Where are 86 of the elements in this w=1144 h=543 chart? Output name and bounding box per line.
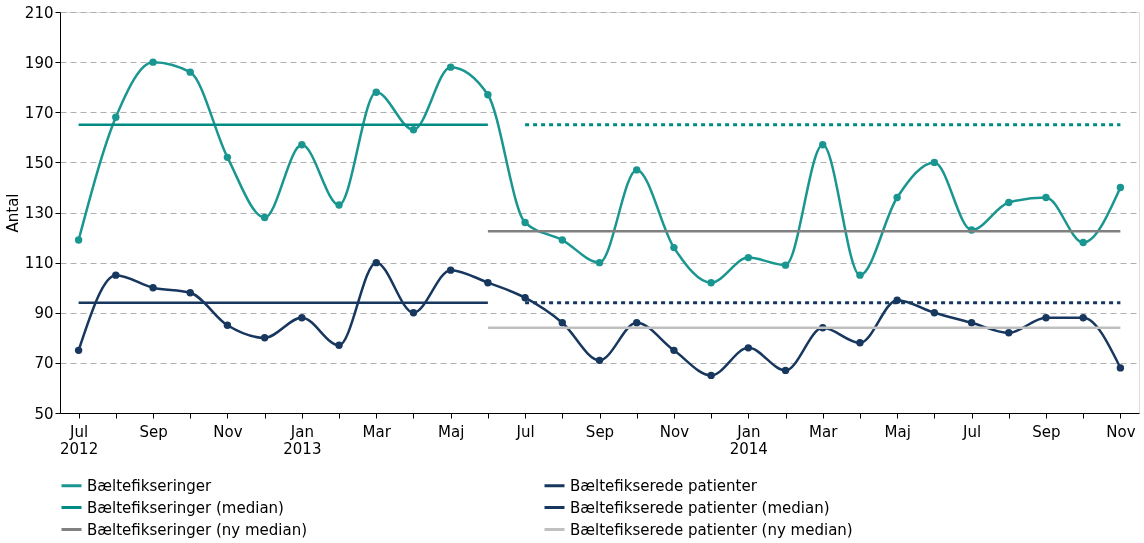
x-tick-label: Jul bbox=[515, 422, 535, 441]
point bbox=[558, 319, 566, 327]
point bbox=[446, 266, 455, 274]
point bbox=[1042, 314, 1050, 322]
legend-label: Bæltefikseringer (ny median) bbox=[87, 520, 308, 539]
point bbox=[744, 253, 753, 262]
point bbox=[260, 213, 269, 222]
x-tick-label: Maj bbox=[884, 422, 911, 441]
y-tick-label: 90 bbox=[34, 304, 54, 323]
point bbox=[74, 236, 83, 244]
legend-label: Bæltefikserede patienter (ny median) bbox=[570, 520, 853, 539]
point bbox=[409, 126, 418, 134]
x-tick-label: Nov bbox=[659, 422, 690, 441]
point bbox=[223, 321, 232, 329]
point bbox=[1005, 198, 1013, 207]
point bbox=[707, 371, 715, 380]
point bbox=[335, 201, 343, 209]
point bbox=[112, 271, 120, 279]
point bbox=[856, 271, 864, 279]
x-tick-label: Jan 2013 bbox=[283, 422, 322, 458]
point bbox=[446, 63, 455, 71]
point bbox=[521, 218, 529, 227]
point bbox=[893, 193, 901, 202]
x-tick-label: Mar bbox=[362, 422, 392, 441]
point bbox=[1116, 364, 1125, 372]
point bbox=[186, 289, 194, 297]
point bbox=[260, 334, 269, 342]
legend-label: Bæltefikserede patienter bbox=[570, 476, 758, 495]
x-tick-label: Sep bbox=[1032, 422, 1061, 441]
point bbox=[409, 309, 418, 317]
point bbox=[930, 309, 939, 317]
point bbox=[558, 236, 566, 244]
point bbox=[186, 68, 194, 76]
x-tick-label: Sep bbox=[139, 422, 168, 441]
legend-label: Bæltefikseringer (median) bbox=[87, 498, 284, 517]
point bbox=[670, 243, 678, 252]
y-tick-label: 130 bbox=[24, 204, 54, 222]
y-axis-title: Antal bbox=[3, 193, 22, 233]
y-tick-label: 210 bbox=[24, 3, 54, 22]
x-tick-label: Nov bbox=[213, 422, 243, 441]
x-tick-label: Jul bbox=[962, 422, 982, 441]
legend-label: Bæltefikseringer bbox=[87, 476, 213, 495]
point bbox=[744, 344, 753, 352]
point bbox=[856, 339, 864, 347]
x-tick-label: Nov bbox=[1106, 422, 1136, 441]
point bbox=[595, 356, 604, 365]
y-tick-label: 190 bbox=[24, 53, 54, 72]
point bbox=[1042, 193, 1050, 202]
x-tick-label: Maj bbox=[438, 422, 465, 441]
point bbox=[781, 366, 790, 375]
point bbox=[1005, 329, 1013, 337]
point bbox=[633, 166, 641, 174]
point bbox=[484, 278, 492, 287]
y-tick-label: 150 bbox=[24, 153, 54, 172]
point bbox=[112, 113, 120, 121]
point bbox=[633, 319, 641, 327]
point bbox=[781, 261, 790, 269]
point bbox=[521, 294, 529, 302]
point bbox=[595, 258, 604, 267]
y-tick-label: 70 bbox=[34, 354, 54, 373]
point bbox=[149, 283, 157, 292]
point bbox=[335, 341, 343, 350]
point bbox=[670, 346, 678, 355]
point bbox=[223, 153, 232, 162]
y-tick-label: 50 bbox=[34, 404, 54, 423]
x-tick-label: Jan 2014 bbox=[729, 422, 768, 458]
point bbox=[372, 88, 380, 96]
point bbox=[74, 346, 83, 355]
x-tick-label: Jul 2012 bbox=[60, 422, 99, 458]
point bbox=[149, 58, 157, 66]
point bbox=[1116, 183, 1125, 192]
legend-label: Bæltefikserede patienter (median) bbox=[570, 498, 830, 517]
point bbox=[1079, 314, 1087, 322]
point bbox=[484, 91, 492, 99]
point bbox=[298, 314, 306, 322]
point bbox=[707, 278, 715, 287]
point bbox=[967, 319, 976, 327]
x-tick-label: Sep bbox=[585, 422, 615, 441]
point bbox=[819, 141, 827, 149]
point bbox=[930, 158, 939, 167]
y-tick-label: 110 bbox=[24, 254, 54, 273]
y-tick-label: 170 bbox=[24, 103, 54, 122]
point bbox=[1079, 238, 1087, 247]
x-tick-label: Mar bbox=[809, 422, 839, 441]
point bbox=[298, 141, 306, 149]
point bbox=[372, 258, 380, 267]
